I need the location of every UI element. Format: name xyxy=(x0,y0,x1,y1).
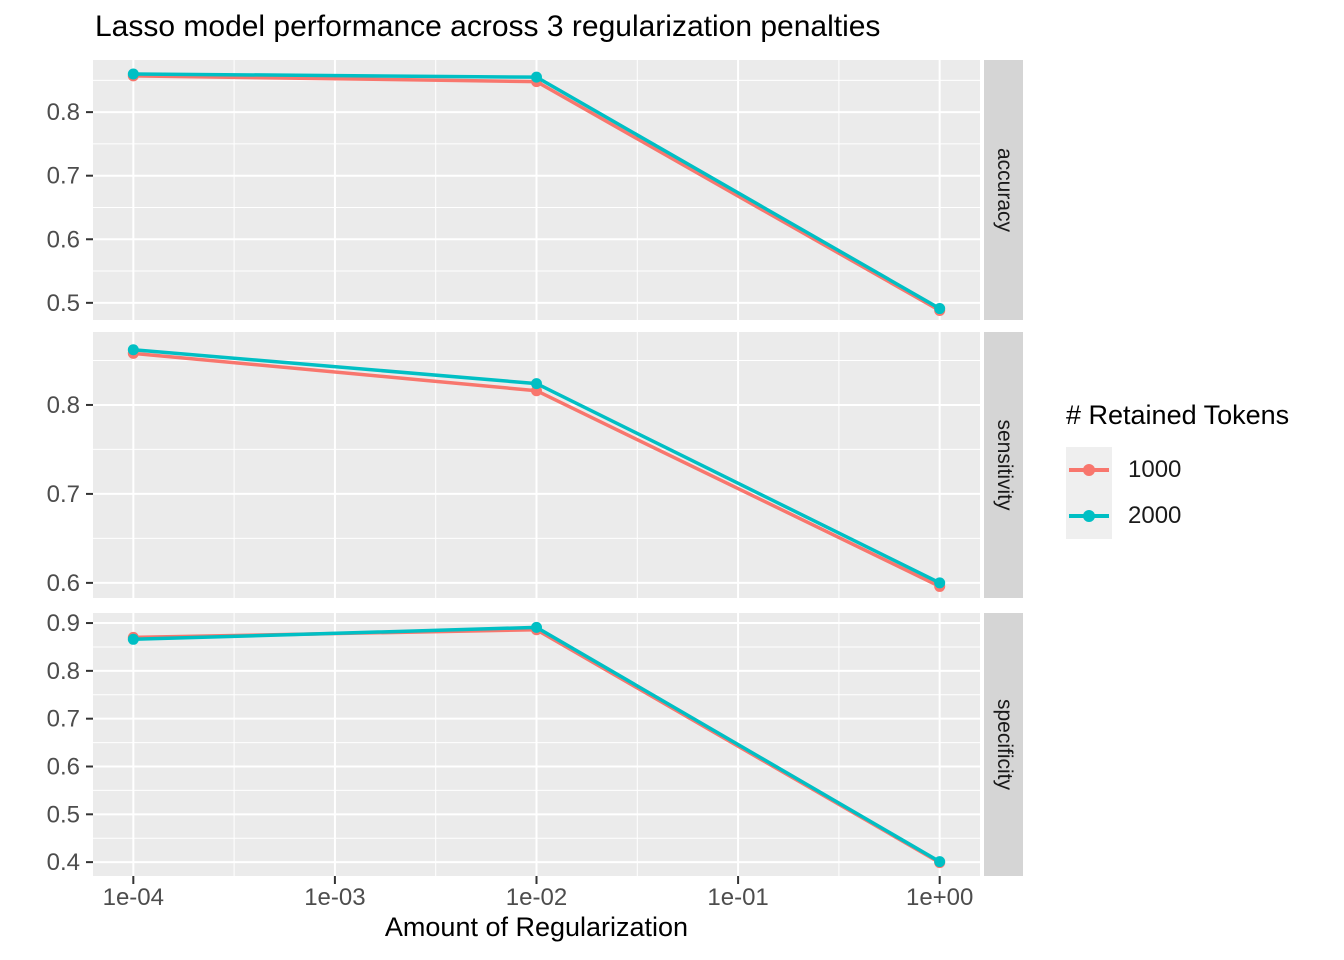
y-tick-label: 0.6 xyxy=(47,226,80,253)
legend-key-swatch xyxy=(1066,493,1112,539)
facet-strip-label: specificity xyxy=(993,699,1016,791)
data-point-2000 xyxy=(531,621,542,633)
legend-label: 1000 xyxy=(1128,456,1182,483)
x-tick-label: 1e-01 xyxy=(707,884,768,911)
legend-label: 2000 xyxy=(1128,502,1182,529)
y-tick-label: 0.9 xyxy=(47,610,80,637)
y-tick-label: 0.6 xyxy=(47,753,80,780)
y-tick-label: 0.5 xyxy=(47,801,80,828)
x-axis-title: Amount of Regularization xyxy=(384,912,689,942)
y-tick-label: 0.8 xyxy=(47,99,80,126)
data-point-2000 xyxy=(531,378,542,390)
legend-key-swatch xyxy=(1066,447,1112,493)
data-point-2000 xyxy=(934,856,946,868)
data-point-2000 xyxy=(127,344,139,356)
legend-item-2000: 2000 xyxy=(1066,493,1336,539)
facet-strip-accuracy xyxy=(984,60,1023,320)
y-tick-label: 0.8 xyxy=(47,658,80,685)
legend-point-icon xyxy=(1083,464,1095,476)
y-tick-label: 0.5 xyxy=(47,290,80,317)
legend-item-1000: 1000 xyxy=(1066,447,1336,493)
facet-strip-label: sensitivity xyxy=(993,419,1016,511)
x-tick-label: 1e-04 xyxy=(103,884,164,911)
chart-title: Lasso model performance across 3 regular… xyxy=(95,10,881,43)
data-point-2000 xyxy=(934,303,946,315)
x-tick-label: 1e-03 xyxy=(304,884,365,911)
legend-point-icon xyxy=(1083,510,1095,522)
y-tick-label: 0.7 xyxy=(47,481,80,508)
y-tick-label: 0.4 xyxy=(47,849,80,876)
x-tick-label: 1e-02 xyxy=(506,884,567,911)
y-tick-label: 0.7 xyxy=(47,163,80,190)
data-point-2000 xyxy=(531,71,542,83)
x-tick-label: 1e+00 xyxy=(906,884,973,911)
legend-items: 1000 2000 xyxy=(1066,447,1336,539)
legend: # Retained Tokens 1000 2000 xyxy=(1066,400,1336,539)
legend-title: # Retained Tokens xyxy=(1066,400,1290,430)
facet-strip-specificity xyxy=(984,613,1023,876)
facet-strip-sensitivity xyxy=(984,332,1023,598)
data-point-2000 xyxy=(934,577,946,589)
data-point-2000 xyxy=(127,68,139,80)
y-tick-label: 0.7 xyxy=(47,706,80,733)
facet-strip-label: accuracy xyxy=(993,148,1016,233)
y-tick-label: 0.8 xyxy=(47,392,80,419)
y-tick-label: 0.6 xyxy=(47,570,80,597)
data-point-2000 xyxy=(127,633,139,645)
